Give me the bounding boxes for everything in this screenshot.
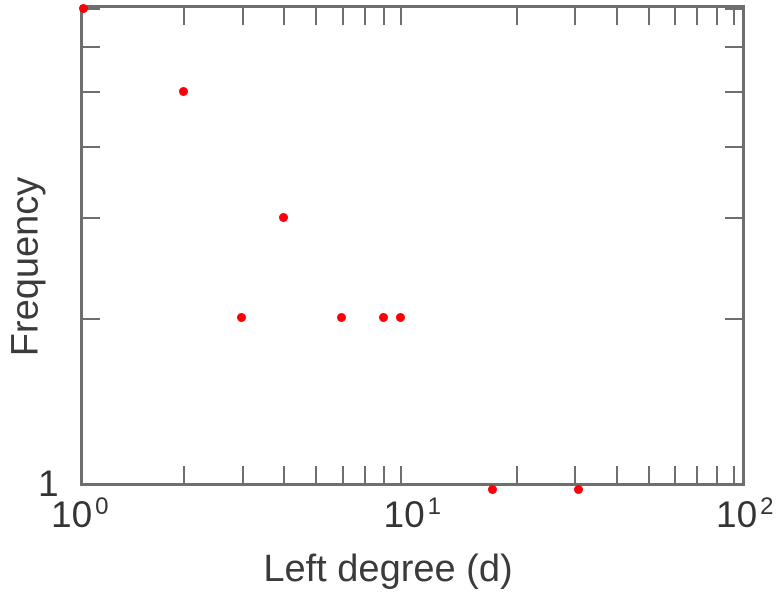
y-axis-tick: [725, 217, 742, 220]
tick-label-exponent: 1: [427, 492, 442, 520]
y-axis-tick: [725, 317, 742, 320]
x-axis-tick: [341, 8, 344, 25]
data-point: [278, 212, 288, 222]
tick-label-exponent: 2: [760, 492, 774, 520]
y-axis-title: Frequency: [4, 176, 47, 357]
tick-label-mantissa: 10: [716, 494, 758, 535]
data-point: [78, 3, 88, 13]
data-point: [237, 313, 247, 323]
tick-label-mantissa: 10: [383, 494, 425, 535]
x-axis-tick: [696, 8, 699, 25]
x-axis-tick: [183, 8, 186, 25]
x-axis-tick: [647, 466, 650, 483]
x-axis-tick: [283, 8, 286, 25]
x-axis-tick: [383, 8, 386, 25]
data-layer: [78, 3, 742, 494]
x-axis-tick-label-101: 10 1: [383, 492, 442, 535]
data-point: [574, 484, 584, 494]
tick-label-exponent: 0: [95, 492, 109, 520]
y-axis-tick: [83, 8, 100, 10]
x-axis-tick: [674, 8, 677, 25]
data-point: [378, 313, 388, 323]
x-axis-tick: [615, 466, 618, 483]
x-axis-tick: [515, 466, 518, 483]
x-axis-tick-label-102: 10 2: [716, 492, 774, 535]
y-axis-tick: [83, 146, 100, 149]
x-axis-tick: [363, 466, 366, 483]
x-axis-tick: [574, 8, 577, 25]
y-axis-tick: [725, 46, 742, 49]
x-axis-title: Left degree (d): [263, 548, 513, 590]
x-axis-tick: [315, 466, 318, 483]
x-axis-tick: [400, 466, 403, 483]
x-axis-tick: [241, 8, 244, 25]
plot-area: [78, 3, 745, 494]
x-axis-tick: [515, 8, 518, 25]
x-axis-tick: [715, 8, 718, 25]
y-axis-tick: [725, 146, 742, 149]
x-axis-tick: [732, 8, 735, 25]
x-axis-tick: [183, 466, 186, 483]
y-axis-tick: [725, 8, 742, 10]
x-axis-tick: [647, 8, 650, 25]
x-axis-tick: [400, 8, 403, 25]
x-axis-tick: [574, 466, 577, 483]
x-axis-tick: [674, 466, 677, 483]
y-axis-tick: [83, 46, 100, 49]
x-axis-tick: [615, 8, 618, 25]
data-point: [337, 313, 347, 323]
y-axis-tick: [725, 91, 742, 94]
x-axis-tick: [383, 466, 386, 483]
x-axis-tick: [341, 466, 344, 483]
x-axis-tick: [315, 8, 318, 25]
data-point: [487, 484, 497, 494]
x-axis-tick: [283, 466, 286, 483]
y-axis-tick: [83, 91, 100, 94]
y-axis-tick: [83, 217, 100, 220]
x-axis-tick-label-100: 10 0: [51, 492, 109, 535]
y-axis-tick: [83, 317, 100, 320]
data-point: [395, 313, 405, 323]
data-point: [178, 86, 188, 96]
y-axis-tick-label-1: 1: [38, 463, 59, 504]
x-axis-tick: [363, 8, 366, 25]
x-axis-tick: [696, 466, 699, 483]
x-axis-tick: [715, 466, 718, 483]
tick-label-mantissa: 10: [51, 494, 93, 535]
x-axis-tick: [732, 466, 735, 483]
x-axis-tick: [241, 466, 244, 483]
